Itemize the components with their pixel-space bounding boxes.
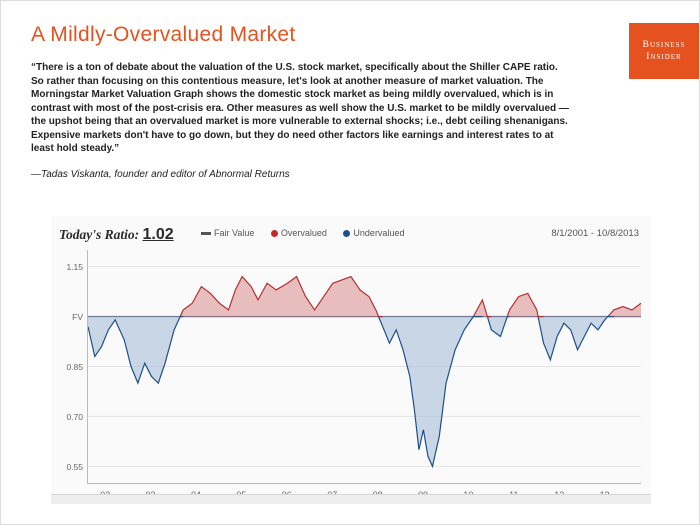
y-tick-label: 0.70 — [55, 412, 83, 422]
y-tick-label: 1.15 — [55, 262, 83, 272]
ratio-label-text: Today's Ratio: — [59, 227, 139, 242]
legend-overvalued: Overvalued — [271, 228, 327, 238]
valuation-chart: Today's Ratio: 1.02 Fair Value Overvalue… — [51, 216, 651, 504]
quote-text: “There is a ton of debate about the valu… — [31, 61, 571, 156]
legend-fair-value-label: Fair Value — [214, 228, 254, 238]
attribution: —Tadas Viskanta, founder and editor of A… — [31, 169, 290, 180]
business-insider-badge: Business Insider — [629, 23, 699, 79]
y-tick-label: FV — [55, 312, 83, 322]
page-title: A Mildly-Overvalued Market — [31, 23, 296, 47]
legend-undervalued: Undervalued — [343, 228, 404, 238]
chart-svg — [88, 250, 641, 483]
badge-line1: Business — [643, 39, 686, 51]
chart-scrollbar[interactable] — [51, 494, 651, 504]
y-tick-label: 0.55 — [55, 462, 83, 472]
slide: A Mildly-Overvalued Market “There is a t… — [0, 0, 700, 525]
y-tick-label: 0.85 — [55, 362, 83, 372]
plot-area — [87, 250, 641, 484]
fair-value-swatch — [201, 232, 211, 235]
date-range: 8/1/2001 - 10/8/2013 — [551, 228, 639, 239]
legend-undervalued-label: Undervalued — [353, 228, 404, 238]
legend-fair-value: Fair Value — [201, 228, 254, 238]
legend-overvalued-label: Overvalued — [281, 228, 327, 238]
undervalued-dot — [343, 230, 350, 237]
ratio-label: Today's Ratio: 1.02 — [59, 226, 174, 244]
legend: Fair Value Overvalued Undervalued — [201, 228, 418, 238]
ratio-value: 1.02 — [143, 226, 174, 243]
overvalued-dot — [271, 230, 278, 237]
chart-header: Today's Ratio: 1.02 Fair Value Overvalue… — [51, 222, 651, 250]
badge-line2: Insider — [646, 51, 681, 63]
